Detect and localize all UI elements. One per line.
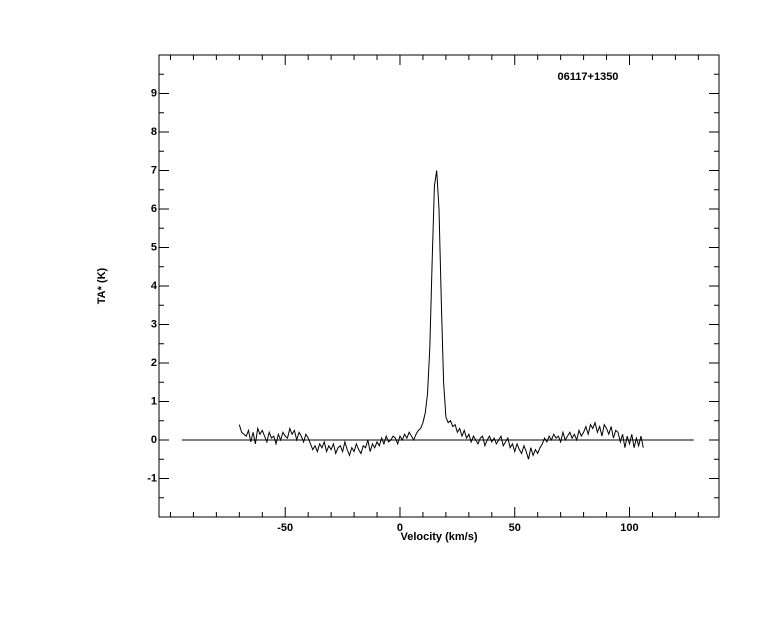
x-tick-label: 50 [509,522,521,534]
y-tick-label: -1 [147,472,157,484]
plot-frame [158,54,720,518]
y-tick-label: 3 [151,318,157,330]
y-tick-label: 2 [151,357,157,369]
spectrum-line [238,170,644,460]
chart-title: 06117+1350 [558,71,619,83]
y-tick-label: 7 [151,164,157,176]
y-tick-label: 5 [151,241,157,253]
y-tick-label: 0 [151,434,157,446]
y-tick-label: 6 [151,203,157,215]
x-axis-label: Velocity (km/s) [400,531,477,543]
y-axis-label: TA* (K) [96,267,108,304]
x-tick-label: -50 [277,522,293,534]
x-tick-label: 100 [620,522,638,534]
y-tick-label: 1 [151,395,157,407]
y-tick-label: 9 [151,87,157,99]
x-tick-label: 0 [397,522,403,534]
y-tick-label: 8 [151,126,157,138]
y-tick-label: 4 [151,280,158,292]
